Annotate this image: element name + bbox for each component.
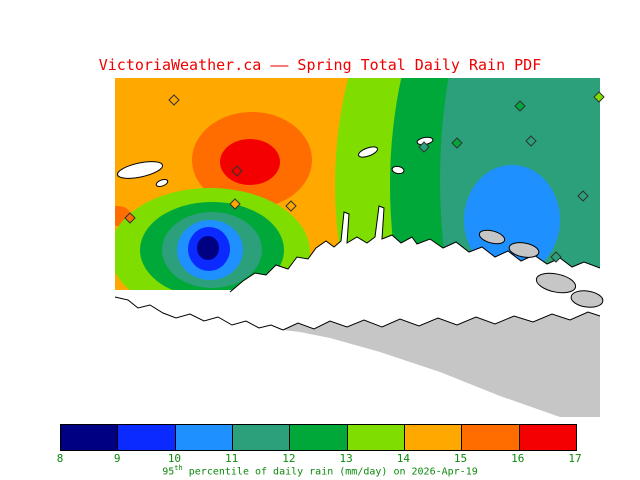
inlet-west (116, 161, 164, 179)
station-marker (124, 212, 136, 224)
page-title: VictoriaWeather.ca —— Spring Total Daily… (98, 56, 542, 74)
colorbar-tick: 17 (568, 452, 582, 465)
caption-rest: percentile of daily rain (mm/day) on 202… (182, 466, 478, 478)
caption-sup: th (174, 464, 183, 472)
station-markers (124, 91, 605, 263)
colorbar-tick: 14 (396, 452, 410, 465)
island-2 (508, 242, 540, 258)
colorbar-tick: 11 (225, 452, 239, 465)
coastline-south (282, 311, 601, 331)
station-marker (285, 200, 297, 212)
colorbar-segment (346, 425, 404, 450)
lake-1 (358, 146, 378, 158)
colorbar-segment (117, 425, 175, 450)
lake-2 (391, 165, 405, 175)
station-marker (525, 135, 537, 147)
colorbar-tick: 10 (167, 452, 182, 465)
colorbar-tick: 9 (113, 452, 121, 465)
low-cell-core (197, 236, 219, 260)
colorbar-tick: 16 (511, 452, 525, 465)
station-marker (577, 190, 589, 202)
station-marker (550, 251, 562, 263)
colorbar-segment (403, 425, 462, 450)
high-cell-core (220, 139, 280, 185)
station-marker (593, 91, 605, 103)
colorbar-segment (461, 425, 519, 450)
colorbar (60, 424, 577, 451)
colorbar-segment (61, 425, 118, 450)
island-3 (535, 272, 577, 294)
colorbar-segment (174, 425, 232, 450)
station-marker (231, 165, 243, 177)
caption-prefix: 95 (162, 466, 175, 478)
station-marker (514, 100, 526, 112)
station-marker (168, 94, 180, 106)
colorbar-tick: 8 (56, 452, 64, 465)
colorbar-ticks: 8 9 10 11 12 13 14 15 16 17 (56, 452, 582, 465)
colorbar-tick: 12 (282, 452, 296, 465)
mainland-south (283, 312, 600, 417)
island-1 (478, 229, 506, 245)
coastline-north (229, 205, 601, 293)
coastline-west (114, 296, 284, 331)
colorbar-tick: 13 (339, 452, 353, 465)
colorbar-segment (231, 425, 290, 450)
strait-water (230, 206, 600, 350)
station-marker (229, 198, 241, 210)
island-4 (570, 290, 604, 308)
colorbar-caption: 95th percentile of daily rain (mm/day) o… (0, 464, 640, 477)
islands (478, 229, 604, 308)
colorbar-tick: 15 (453, 452, 468, 465)
inlet-west-small (155, 179, 169, 187)
colorbar-segment (518, 425, 576, 450)
station-marker (451, 137, 463, 149)
colorbar-segment (289, 425, 347, 450)
station-marker (418, 141, 430, 153)
